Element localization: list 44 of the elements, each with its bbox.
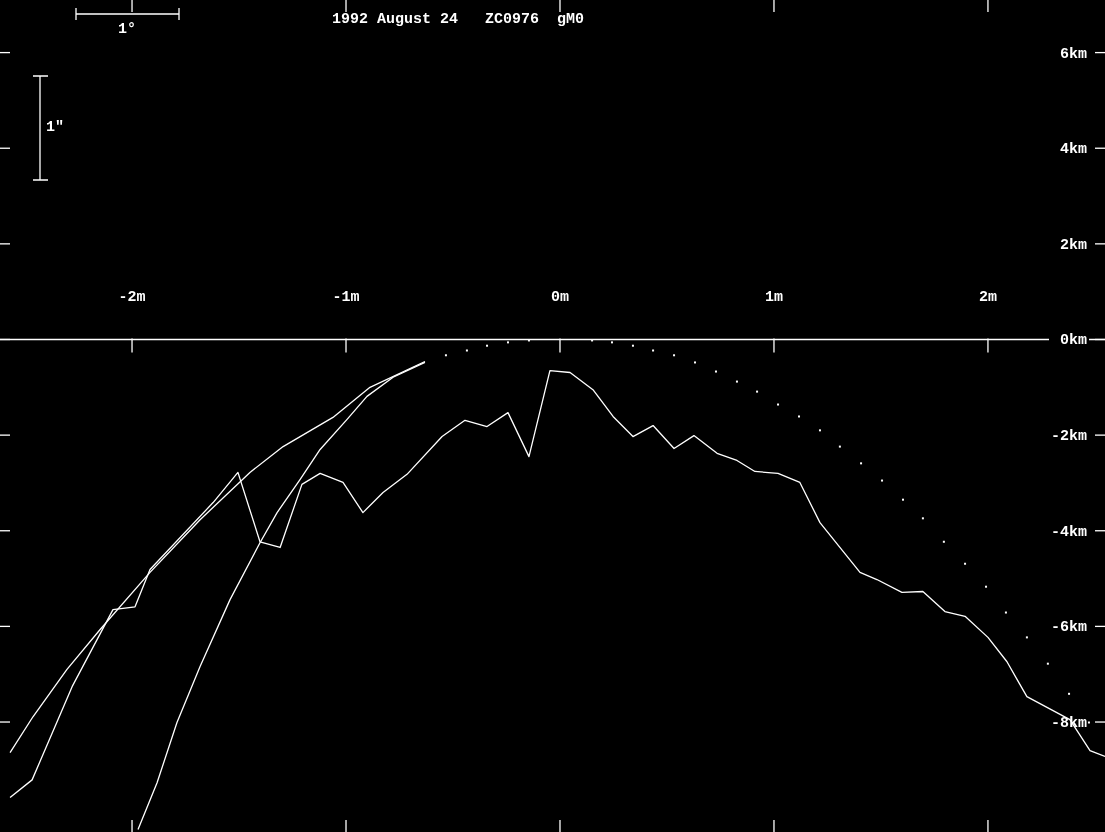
point [1087,721,1090,724]
x-tick-label: 0m [550,289,569,307]
point [591,339,594,342]
x-tick-label: 1m [764,289,783,307]
annotation: 1" [46,119,65,136]
point [673,354,676,357]
annotation: 1° [117,21,137,38]
point [527,339,530,342]
point [942,540,945,543]
x-tick-label: -1m [332,289,360,307]
point [1046,662,1049,665]
point [881,479,884,482]
point [631,344,634,347]
y-tick-label: -4km [1050,523,1087,541]
point [1004,611,1007,614]
y-tick-label: 0km [1059,332,1087,350]
point [756,390,759,393]
point [486,344,489,347]
point [964,562,967,565]
point [1068,692,1071,695]
point [714,370,717,373]
point [921,517,924,520]
point [860,462,863,465]
point [735,380,738,383]
y-tick-label: 6km [1059,45,1087,63]
y-tick-label: 2km [1059,236,1087,254]
y-tick-label: 4km [1059,141,1087,159]
x-tick-label: 2m [978,289,997,307]
point [798,415,801,418]
point [652,349,655,352]
point [985,585,988,588]
point [444,354,447,357]
y-tick-label: -2km [1050,428,1087,446]
text: 1992 August 24 ZC0976 gM0 [331,11,585,28]
point [506,341,509,344]
point [610,341,613,344]
point [838,445,841,448]
point [694,361,697,364]
point [818,429,821,432]
point [465,349,468,352]
x-tick-label: -2m [118,289,146,307]
point [1025,636,1028,639]
y-tick-label: -6km [1050,619,1087,637]
point [777,403,780,406]
